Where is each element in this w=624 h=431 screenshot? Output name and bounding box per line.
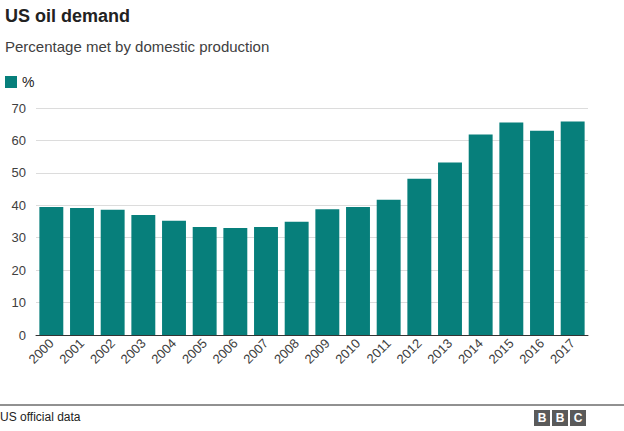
svg-text:2001: 2001 bbox=[56, 336, 87, 367]
svg-text:2017: 2017 bbox=[547, 336, 578, 367]
svg-text:2002: 2002 bbox=[87, 336, 118, 367]
svg-text:2015: 2015 bbox=[486, 336, 517, 367]
svg-text:%: % bbox=[22, 74, 34, 90]
svg-text:2006: 2006 bbox=[210, 336, 241, 367]
svg-text:C: C bbox=[574, 411, 583, 425]
svg-text:US official data: US official data bbox=[0, 410, 81, 424]
svg-text:B: B bbox=[538, 411, 547, 425]
svg-text:2005: 2005 bbox=[179, 336, 210, 367]
svg-text:US oil demand: US oil demand bbox=[5, 6, 130, 26]
svg-text:2011: 2011 bbox=[364, 336, 394, 366]
svg-text:50: 50 bbox=[12, 165, 26, 180]
svg-text:60: 60 bbox=[12, 133, 26, 148]
svg-text:2009: 2009 bbox=[302, 336, 333, 367]
svg-text:2016: 2016 bbox=[516, 336, 547, 367]
svg-text:20: 20 bbox=[12, 263, 26, 278]
svg-text:2014: 2014 bbox=[455, 336, 486, 367]
svg-text:30: 30 bbox=[12, 230, 26, 245]
svg-text:2010: 2010 bbox=[332, 336, 363, 367]
svg-text:0: 0 bbox=[19, 328, 26, 343]
svg-text:2007: 2007 bbox=[240, 336, 271, 367]
svg-text:2013: 2013 bbox=[424, 336, 455, 367]
svg-text:2012: 2012 bbox=[394, 336, 425, 367]
svg-text:2003: 2003 bbox=[118, 336, 149, 367]
svg-text:2000: 2000 bbox=[26, 336, 57, 367]
svg-text:10: 10 bbox=[12, 295, 26, 310]
svg-text:2004: 2004 bbox=[148, 336, 179, 367]
svg-text:B: B bbox=[556, 411, 565, 425]
svg-text:2008: 2008 bbox=[271, 336, 302, 367]
svg-text:70: 70 bbox=[12, 101, 26, 116]
svg-text:Percentage met by domestic pro: Percentage met by domestic production bbox=[5, 38, 269, 55]
svg-text:40: 40 bbox=[12, 198, 26, 213]
